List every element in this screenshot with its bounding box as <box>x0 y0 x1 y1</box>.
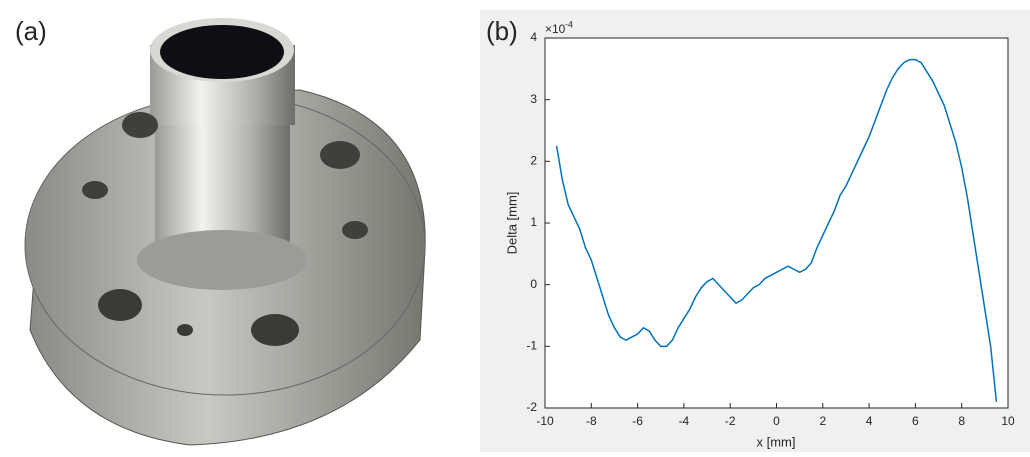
x-tick-label: 6 <box>912 414 919 428</box>
x-tick-label: 0 <box>773 414 780 428</box>
y-scale-base: ×10 <box>545 22 566 36</box>
y-tick-label: 3 <box>530 92 537 106</box>
x-tick-label: -10 <box>536 414 554 428</box>
y-tick-label: 4 <box>530 30 537 44</box>
y-tick-label: -1 <box>526 339 537 353</box>
x-tick-label: 2 <box>819 414 826 428</box>
x-tick-label: -8 <box>586 414 597 428</box>
x-tick-label: -6 <box>632 414 643 428</box>
panel-label: (b) <box>486 16 518 46</box>
x-tick-label: 8 <box>958 414 965 428</box>
photo <box>24 18 426 446</box>
y-tick-label: 0 <box>530 277 537 291</box>
x-tick-label: -2 <box>725 414 736 428</box>
data-line <box>555 58 998 402</box>
x-axis-label: x [mm] <box>757 434 796 449</box>
x-tick-label: 4 <box>866 414 873 428</box>
y-tick-label: 1 <box>530 215 537 229</box>
x-tick-label: 10 <box>1001 414 1015 428</box>
y-scale-exponent: -4 <box>565 19 573 29</box>
panel-label: (a) <box>15 16 47 46</box>
y-axis-label: Delta [mm] <box>504 192 519 255</box>
y-tick-label: -2 <box>526 400 537 414</box>
x-tick-label: -4 <box>679 414 690 428</box>
plot-area <box>544 37 1009 409</box>
y-tick-label: 2 <box>530 154 537 168</box>
